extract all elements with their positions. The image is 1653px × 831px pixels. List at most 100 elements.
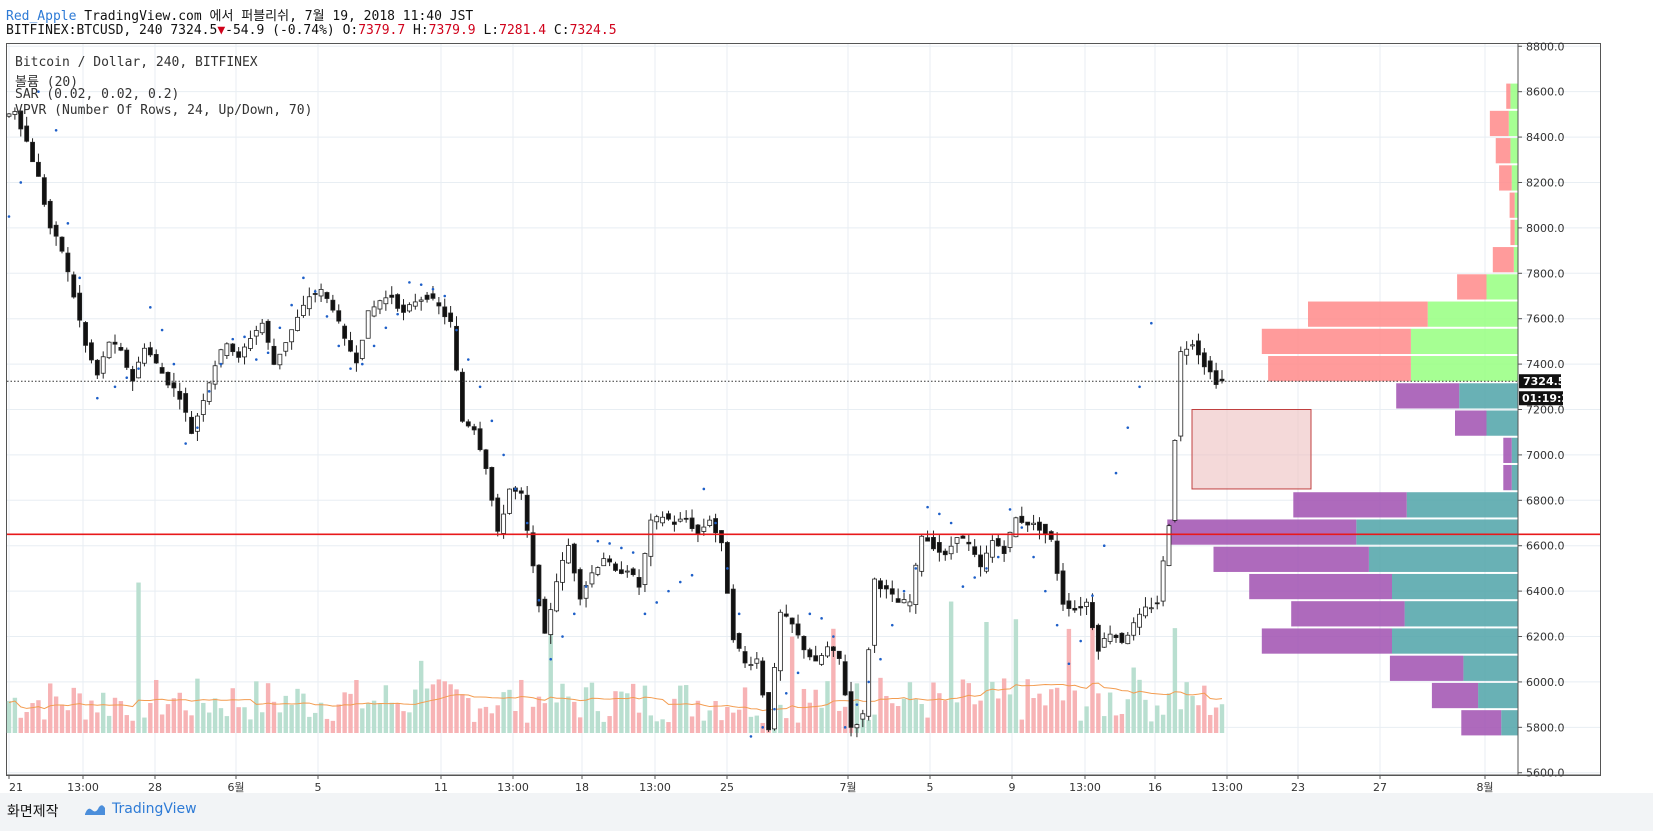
candle-up [907,601,913,607]
volume-bar [972,704,977,733]
highlight-zone [1191,409,1312,490]
candle-up [872,578,877,646]
sar-dot [525,521,529,525]
candle-up [595,567,601,575]
volume-bar [984,622,989,733]
volume-bar [842,706,848,733]
sar-dot [961,585,965,588]
volume-bar [1107,692,1113,733]
candle-down [18,110,24,130]
vp-down-bar [1503,464,1512,491]
volume-bar [324,718,330,733]
volume-bar [24,712,29,733]
volume-bar [530,706,536,733]
candle-up [259,322,265,334]
candle-up [825,646,830,657]
volume-bar [495,705,500,733]
sar-dot [996,555,1000,559]
sar-dot [160,328,164,332]
volume-bar [625,693,630,733]
volume-bar [277,712,283,733]
candle-up [660,516,666,524]
vp-down-bar [1291,601,1405,627]
candle-down [395,294,401,309]
volume-bar [177,692,182,733]
sar-dot [938,512,941,516]
legend-series: Bitcoin / Dollar, 240, BITFINEX [15,55,258,70]
volume-ma-line [8,682,1223,712]
volume-bar [48,683,53,733]
vp-down-bar [1389,655,1464,681]
vp-down-bar [1213,546,1369,572]
vp-down-bar [1455,410,1487,436]
volume-bar [30,703,35,733]
tradingview-brand-link[interactable]: TradingView [84,801,197,817]
volume-bar [890,703,895,733]
price-tick-label: 7200.0 [1526,404,1565,417]
vp-down-bar [1489,110,1509,137]
vp-up-bar [1427,301,1518,327]
candle-down [789,617,795,625]
candle-down [53,224,59,237]
candle-up [1190,344,1195,347]
volume-bar [542,703,548,733]
volume-bar [831,628,836,733]
volume-bar [937,693,942,733]
volume-bar [701,720,707,733]
brand-label: TradingView [112,801,197,817]
volume-bar [365,703,371,733]
candle-down [783,613,789,617]
vp-down-bar [1503,437,1512,463]
sar-dot [19,181,23,184]
candle-up [318,289,324,297]
volume-bar [489,713,495,733]
time-tick-label: 5 [315,781,322,793]
candle-up [277,353,283,366]
sar-dot [726,567,729,570]
candle-down [1042,523,1048,536]
sar-dot [54,128,58,132]
candle-down [153,354,159,364]
volume-bar [948,601,954,733]
volume-bar [960,679,966,733]
vp-up-bar [1486,274,1518,300]
volume-bar [1031,698,1036,733]
volume-bar [477,708,483,733]
volume-bar [1178,709,1183,733]
candle-down [1078,606,1084,609]
candle-up [989,540,995,558]
volume-bar [613,691,618,733]
candle-up [819,655,824,665]
volume-bar [707,710,712,733]
volume-bar [1208,714,1213,733]
sar-dot [1055,623,1059,627]
sar-dot [113,385,117,389]
candle-up [212,365,218,385]
volume-bar [330,720,336,733]
sar-dot [266,351,270,355]
legend-volume: 볼륨 (20) [15,75,79,90]
sar-dot [678,580,682,584]
sar-dot [1067,662,1071,666]
candle-down [736,633,742,649]
volume-bar [513,710,518,733]
open-label: O: [342,23,359,38]
volume-bar [360,708,365,733]
volume-bar [837,710,842,733]
volume-bar [872,714,877,733]
sar-dot [690,573,694,577]
candle-down [742,651,748,664]
volume-bar [583,687,589,733]
candle-down [719,530,724,544]
author-link[interactable]: Red_Apple [6,9,77,24]
price-tick-label: 8000.0 [1526,222,1565,235]
candle-up [1101,638,1107,648]
volume-bar [666,722,671,733]
vp-up-bar [1511,165,1518,191]
volume-bar [925,717,930,733]
volume-bar [212,698,218,733]
candle-up [359,339,365,359]
price-chart[interactable]: 5600.0 5800.0 6000.0 6200.0 6400.0 6600.0 6800… [0,0,1653,793]
volume-bar [742,687,748,733]
volume-bar [183,710,188,733]
